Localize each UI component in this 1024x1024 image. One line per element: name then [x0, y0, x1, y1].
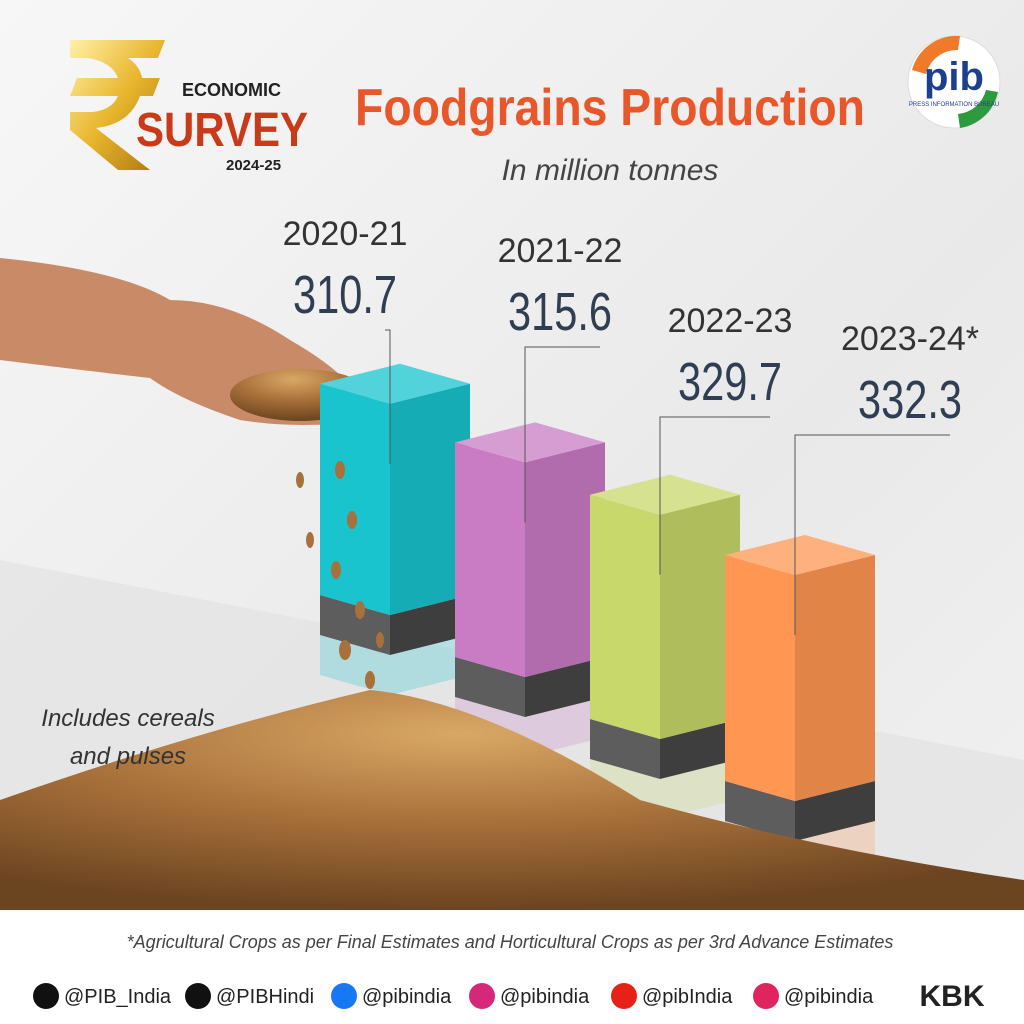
- social-icon: [33, 983, 59, 1009]
- bar-side: [390, 383, 470, 615]
- social-icon: [185, 983, 211, 1009]
- bar-side: [525, 442, 605, 677]
- bar: [455, 442, 525, 677]
- footer-band: [0, 910, 1024, 1024]
- bar-top: [590, 474, 740, 515]
- bar-reflection: [320, 635, 470, 695]
- pib-arc-orange: [912, 35, 960, 74]
- bar-side: [660, 494, 740, 739]
- bar-top-light: [320, 363, 470, 404]
- rupee-icon: [70, 40, 165, 170]
- logo-line1: ECONOMIC: [182, 80, 281, 100]
- chart-title: Foodgrains Production: [355, 79, 865, 137]
- bar-side-shade: [525, 442, 605, 677]
- social-handle: @PIB_India: [64, 986, 172, 1008]
- logo-line3: 2024-25: [226, 157, 281, 174]
- bar-side: [795, 555, 875, 801]
- leader-line: [794, 434, 950, 636]
- bar-side-shade: [660, 494, 740, 739]
- category-label: 2020-21: [283, 215, 408, 253]
- bar-top: [320, 363, 470, 404]
- bar: [320, 383, 390, 615]
- bars: [320, 363, 875, 881]
- social-handles: @PIB_India @PIBHindi @pibindia @pibindia @pi…: [33, 983, 874, 1009]
- leader-line: [659, 416, 770, 575]
- social-icon: [753, 983, 779, 1009]
- grain-pile: [0, 690, 1024, 910]
- bar-top: [455, 422, 605, 463]
- value-label: 310.7: [293, 265, 397, 325]
- bar-side-shade: [795, 555, 875, 801]
- pib-arc-green: [958, 90, 998, 128]
- value-label: 332.3: [858, 370, 962, 430]
- category-label: 2021-22: [498, 232, 623, 270]
- bar-top-light: [455, 422, 605, 463]
- social-handle: @pibindia: [500, 986, 590, 1008]
- bar: [725, 555, 795, 801]
- logo-line2: SURVEY: [136, 104, 308, 157]
- social-icon: [611, 983, 637, 1009]
- social-icon: [331, 983, 357, 1009]
- bar-top: [725, 535, 875, 576]
- social-handle: @pibindia: [784, 986, 874, 1008]
- value-label: 329.7: [678, 352, 782, 412]
- footnote: *Agricultural Crops as per Final Estimat…: [127, 932, 894, 952]
- social-handle: @pibIndia: [642, 986, 733, 1008]
- note-line: and pulses: [70, 743, 186, 770]
- category-label: 2023-24*: [841, 320, 979, 358]
- bar-top-light: [725, 535, 875, 576]
- social-icon: [469, 983, 495, 1009]
- pib-subtext: PRESS INFORMATION BUREAU: [909, 102, 999, 108]
- leader-line: [524, 346, 600, 523]
- credit: KBK: [920, 980, 985, 1013]
- pib-logo: pib PRESS INFORMATION BUREAU: [907, 35, 1001, 129]
- survey-logo: ECONOMIC SURVEY 2024-25: [70, 40, 308, 174]
- chart-subtitle: In million tonnes: [502, 154, 719, 187]
- value-label: 315.6: [508, 282, 612, 342]
- leader-line: [385, 329, 391, 464]
- social-handle: @pibindia: [362, 986, 452, 1008]
- bar-side-shade: [390, 383, 470, 615]
- falling-grains: [296, 461, 384, 689]
- note-line: Includes cereals: [41, 705, 214, 732]
- social-handle: @PIBHindi: [216, 986, 314, 1008]
- category-label: 2022-23: [668, 302, 793, 340]
- bar: [590, 494, 660, 739]
- pib-text: pib: [924, 55, 984, 99]
- bar-top-light: [590, 474, 740, 515]
